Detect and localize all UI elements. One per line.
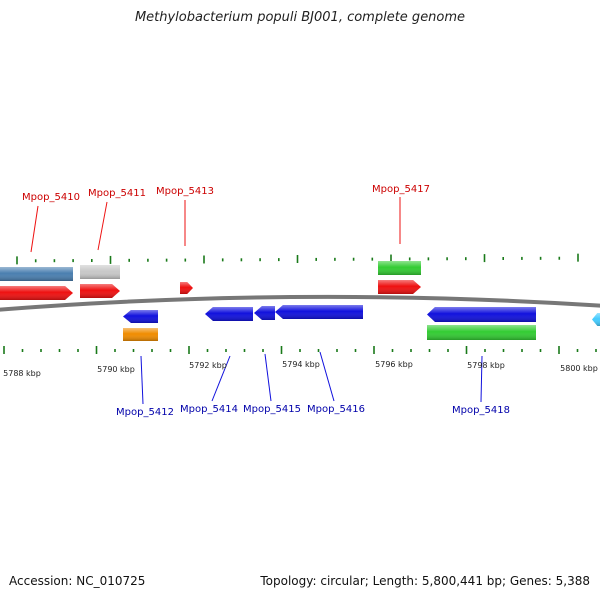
gene-label: Mpop_5416 — [307, 404, 365, 415]
scale-label: 5800 kbp — [560, 364, 598, 373]
feature-red-arrow-3 — [180, 282, 193, 294]
leader-line — [480, 355, 483, 403]
scale-label: 5798 kbp — [467, 361, 505, 370]
gene-label: Mpop_5410 — [22, 192, 80, 203]
scale-label: 5790 kbp — [97, 365, 135, 374]
gene-label: Mpop_5418 — [452, 405, 510, 416]
gene-label: Mpop_5417 — [372, 184, 430, 195]
leader-line — [140, 355, 144, 405]
outer-ticks — [16, 253, 579, 265]
feature-blue-arrow-4 — [275, 305, 363, 319]
feature-orange-rect — [123, 328, 158, 341]
feature-red-arrow-4 — [378, 280, 421, 294]
leader-line — [97, 201, 108, 251]
feature-blue-arrow-2 — [205, 307, 253, 321]
map-title: Methylobacterium populi BJ001, complete … — [134, 10, 466, 25]
feature-blue-arrow-1 — [123, 310, 158, 323]
leader-line — [264, 353, 272, 402]
feature-blue-arrow-5 — [427, 307, 536, 322]
gene-label: Mpop_5411 — [88, 188, 146, 199]
gene-label: Mpop_5412 — [116, 407, 174, 418]
gene-labels: Mpop_5410 Mpop_5411 Mpop_5413 Mpop_5417 Mpop… — [22, 184, 510, 418]
leader-line — [319, 351, 335, 402]
feature-gray-rect — [80, 265, 120, 279]
genome-summary-text: Topology: circular; Length: 5,800,441 bp… — [260, 574, 590, 588]
scale-label: 5796 kbp — [375, 360, 413, 369]
scale-labels: 5788 kbp 5790 kbp 5792 kbp 5794 kbp 5796 kbp… — [3, 360, 598, 378]
feature-blue-arrow-3 — [254, 306, 275, 320]
gene-features — [0, 261, 600, 341]
gene-label: Mpop_5414 — [180, 404, 238, 415]
feature-green-rect-2 — [427, 325, 536, 340]
feature-green-rect-1 — [378, 261, 421, 275]
scale-label: 5788 kbp — [3, 369, 41, 378]
scale-label: 5794 kbp — [282, 360, 320, 369]
accession-text: Accession: NC_010725 — [9, 574, 146, 588]
gene-label: Mpop_5415 — [243, 404, 301, 415]
genome-backbone — [0, 294, 600, 312]
feature-cyan-arrow — [592, 313, 600, 326]
leader-line — [211, 355, 231, 402]
inner-ticks — [3, 346, 597, 354]
gene-label: Mpop_5413 — [156, 186, 214, 197]
label-leaders — [30, 197, 483, 405]
feature-red-arrow-2 — [80, 284, 120, 298]
feature-red-arrow-1 — [0, 286, 73, 300]
scale-label: 5792 kbp — [189, 361, 227, 370]
leader-line — [30, 205, 39, 253]
feature-steel-rect — [0, 267, 73, 281]
